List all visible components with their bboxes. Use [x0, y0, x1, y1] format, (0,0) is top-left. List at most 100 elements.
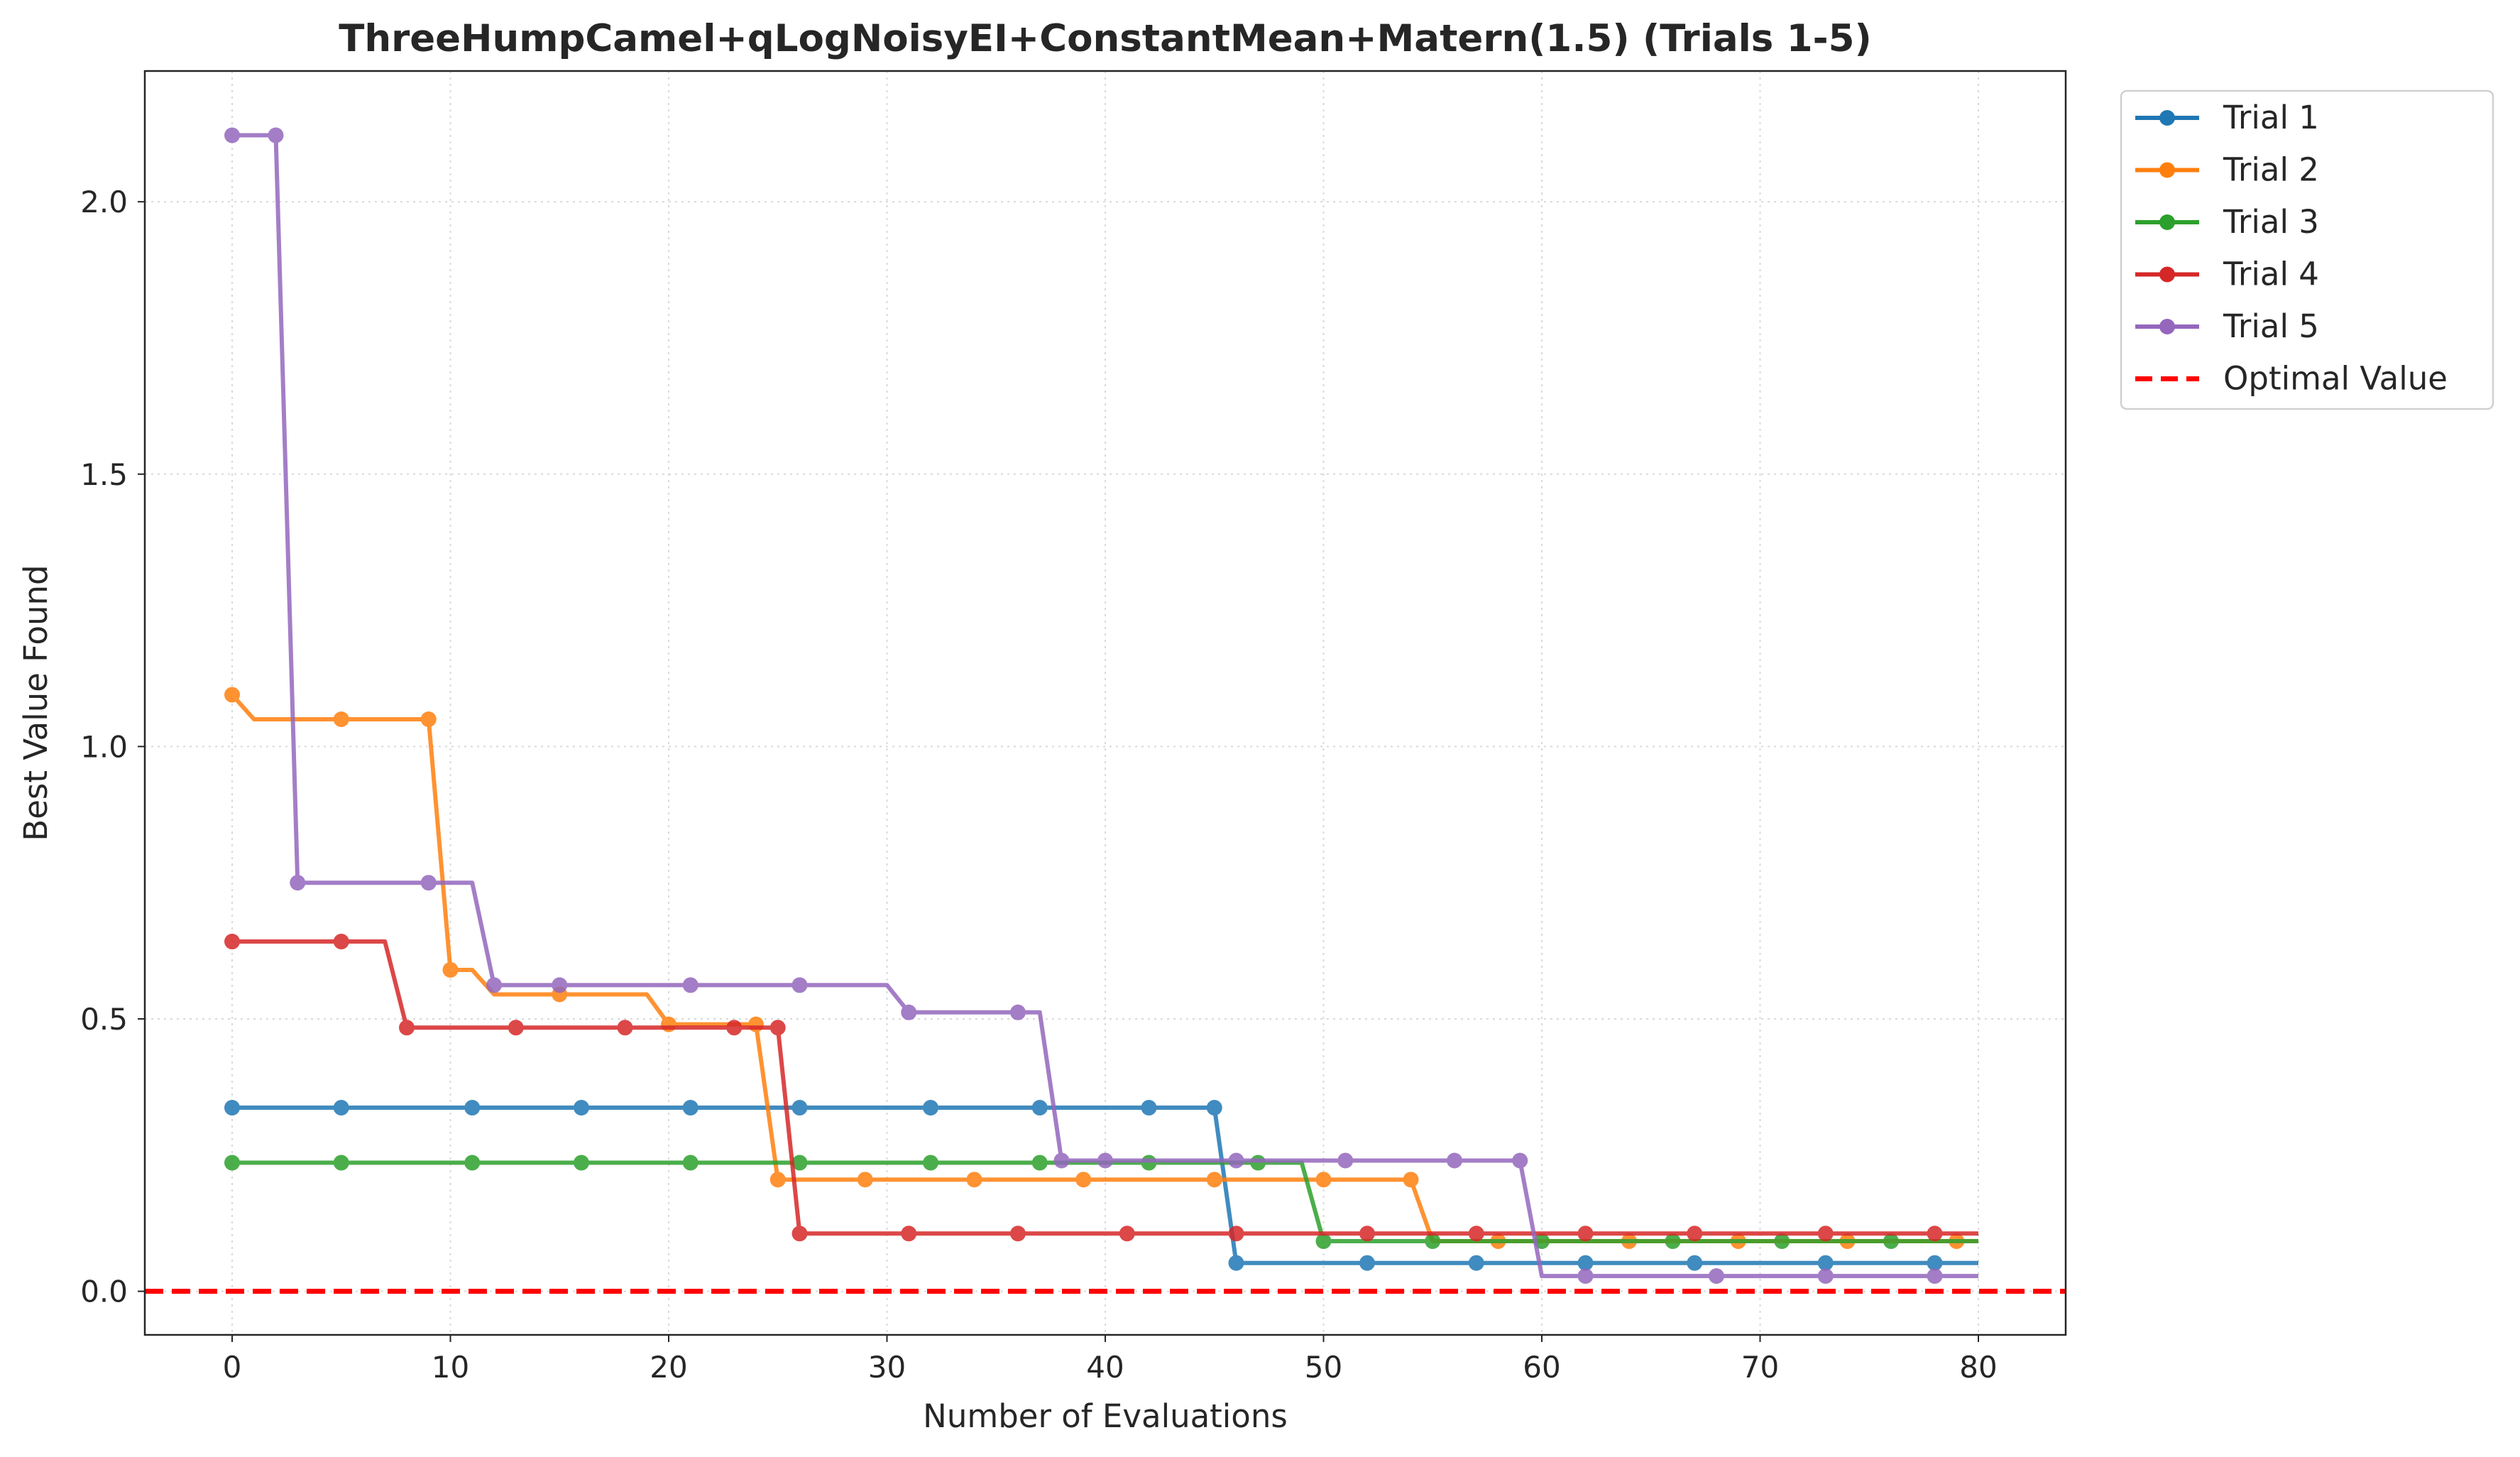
- data-point: [420, 875, 437, 891]
- x-tick-label: 40: [1086, 1350, 1124, 1385]
- data-point: [1927, 1226, 1943, 1242]
- data-point: [682, 977, 699, 993]
- data-point: [333, 1155, 349, 1171]
- x-tick-label: 30: [868, 1350, 906, 1385]
- legend-label: Trial 2: [2223, 151, 2319, 189]
- series-1: [224, 1100, 1978, 1271]
- data-point: [224, 1100, 240, 1116]
- legend-item: Trial 5: [2135, 307, 2319, 345]
- data-point: [333, 934, 349, 950]
- legend-label: Trial 1: [2223, 99, 2319, 136]
- series-4: [224, 934, 1978, 1242]
- data-point: [923, 1155, 938, 1171]
- data-point: [1119, 1226, 1135, 1242]
- legend-marker: [2159, 162, 2175, 178]
- y-tick-label: 0.0: [80, 1275, 128, 1309]
- data-point: [901, 1226, 917, 1242]
- y-axis-label: Best Value Found: [17, 564, 55, 841]
- data-point: [1665, 1233, 1681, 1250]
- legend-item: Trial 2: [2135, 151, 2319, 189]
- data-point: [1817, 1268, 1834, 1284]
- y-tick-label: 2.0: [80, 185, 128, 219]
- series-line: [232, 133, 1978, 1279]
- data-point: [1687, 1255, 1703, 1271]
- x-axis-label: Number of Evaluations: [923, 1397, 1288, 1435]
- tick-layer: 0 10 20 30 40 50 60 70 80 0.0 0.5 1.0 1.5 2.0: [80, 185, 1998, 1385]
- y-tick-label: 1.5: [80, 457, 128, 492]
- data-point: [857, 1172, 873, 1188]
- data-point: [224, 127, 240, 143]
- x-tick-label: 0: [223, 1350, 242, 1385]
- data-point: [1097, 1152, 1113, 1169]
- data-point: [1228, 1255, 1244, 1271]
- data-point: [1337, 1152, 1354, 1169]
- data-point: [769, 1172, 786, 1188]
- data-point: [1141, 1155, 1157, 1171]
- data-point: [268, 127, 284, 143]
- data-point: [966, 1172, 982, 1188]
- data-point: [552, 977, 568, 993]
- data-point: [1468, 1255, 1484, 1271]
- chart-title: ThreeHumpCamel+qLogNoisyEI+ConstantMean+…: [339, 17, 1872, 60]
- data-point: [1206, 1172, 1222, 1188]
- data-point: [1577, 1268, 1594, 1284]
- legend-marker: [2159, 319, 2175, 334]
- data-point: [1817, 1226, 1834, 1242]
- legend-label: Optimal Value: [2223, 360, 2448, 398]
- x-tick-label: 50: [1305, 1350, 1342, 1385]
- data-point: [901, 1004, 917, 1020]
- data-point: [290, 875, 306, 891]
- data-point: [1425, 1233, 1441, 1250]
- data-point: [442, 961, 459, 978]
- legend-label: Trial 5: [2223, 307, 2319, 345]
- data-point: [1927, 1255, 1943, 1271]
- series-layer: [224, 127, 1978, 1284]
- data-point: [224, 1155, 240, 1171]
- data-point: [333, 711, 349, 728]
- data-point: [1359, 1255, 1375, 1271]
- data-point: [1031, 1155, 1048, 1171]
- y-tick-label: 1.0: [80, 729, 128, 764]
- data-point: [682, 1100, 699, 1116]
- data-point: [464, 1100, 481, 1116]
- data-point: [1228, 1152, 1244, 1169]
- legend: Trial 1 Trial 2 Trial 3 Trial 4 Trial 5 Optim…: [2120, 89, 2494, 410]
- legend-box: [2120, 89, 2494, 410]
- data-point: [617, 1020, 633, 1036]
- data-point: [1687, 1226, 1703, 1242]
- legend-marker: [2159, 110, 2175, 126]
- legend-item: Optimal Value: [2135, 360, 2448, 398]
- legend-item: Trial 4: [2135, 256, 2319, 293]
- data-point: [769, 1020, 786, 1036]
- legend-item: Trial 3: [2135, 203, 2319, 241]
- data-point: [1403, 1172, 1419, 1188]
- series-line: [232, 939, 1978, 1236]
- data-point: [791, 1226, 808, 1242]
- data-point: [661, 1016, 676, 1032]
- data-point: [464, 1155, 481, 1171]
- legend-item: Trial 1: [2135, 99, 2319, 136]
- data-point: [1883, 1233, 1899, 1250]
- data-point: [1206, 1100, 1222, 1116]
- data-point: [682, 1155, 699, 1171]
- data-point: [1010, 1004, 1026, 1020]
- data-point: [1774, 1233, 1790, 1250]
- data-point: [1141, 1100, 1157, 1116]
- data-point: [1250, 1155, 1266, 1171]
- data-point: [748, 1016, 764, 1032]
- data-point: [1709, 1268, 1724, 1284]
- legend-label: Trial 4: [2223, 256, 2319, 293]
- data-point: [1315, 1172, 1332, 1188]
- data-point: [1053, 1152, 1070, 1169]
- x-tick-label: 70: [1741, 1350, 1779, 1385]
- data-point: [923, 1100, 938, 1116]
- data-point: [508, 1020, 524, 1036]
- y-tick-label: 0.5: [80, 1002, 128, 1037]
- data-point: [791, 1100, 808, 1116]
- data-point: [1031, 1100, 1048, 1116]
- legend-marker: [2159, 214, 2175, 230]
- x-tick-label: 20: [650, 1350, 687, 1385]
- data-point: [791, 977, 808, 993]
- data-point: [1010, 1226, 1026, 1242]
- series-line: [232, 1160, 1978, 1244]
